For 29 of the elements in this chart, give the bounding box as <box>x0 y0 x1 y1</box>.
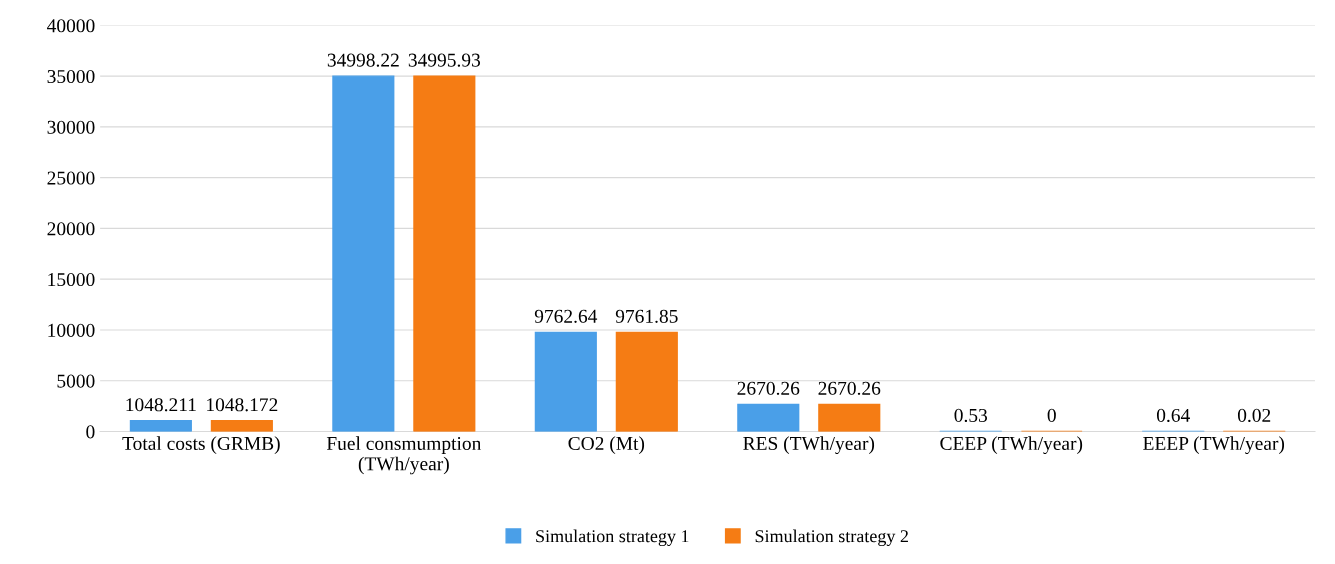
data-label: 34995.93 <box>408 53 481 67</box>
x-tick-label: CEEP (TWh/year) <box>940 436 1083 455</box>
y-tick-label: 5000 <box>57 374 95 388</box>
data-label: 0.02 <box>1237 408 1271 423</box>
data-label: 1048.211 <box>126 398 196 412</box>
x-tick-label: Fuel consmumption (TWh/year) <box>326 436 482 475</box>
data-label: 2670.26 <box>818 381 881 395</box>
data-label: 0.64 <box>1156 408 1190 423</box>
y-tick-label: 15000 <box>48 273 95 287</box>
data-label: 0 <box>1047 408 1056 422</box>
y-tick-label: 0 <box>86 425 95 439</box>
data-label: 2670.26 <box>737 381 800 395</box>
legend-label: Simulation strategy 2 <box>755 529 908 546</box>
data-label: 9761.85 <box>615 309 678 323</box>
y-tick-label: 20000 <box>47 222 95 236</box>
x-tick-label: EEEP (TWh/year) <box>1143 436 1285 455</box>
x-tick-label: RES (TWh/year) <box>743 436 875 455</box>
data-label: 34998.22 <box>327 53 399 67</box>
y-tick-label: 40000 <box>47 19 95 33</box>
data-label: 0.53 <box>954 408 988 423</box>
data-label: 1048.172 <box>207 398 278 412</box>
data-label: 9762.64 <box>534 309 598 323</box>
y-tick-label: 35000 <box>47 69 95 84</box>
y-tick-label: 30000 <box>47 120 95 134</box>
x-tick-label: CO2 (Mt) <box>568 436 645 454</box>
x-tick-label: Total costs (GRMB) <box>122 436 280 454</box>
y-tick-label: 25000 <box>47 171 95 185</box>
legend-label: Simulation strategy 1 <box>536 529 689 546</box>
y-tick-label: 10000 <box>48 323 95 337</box>
